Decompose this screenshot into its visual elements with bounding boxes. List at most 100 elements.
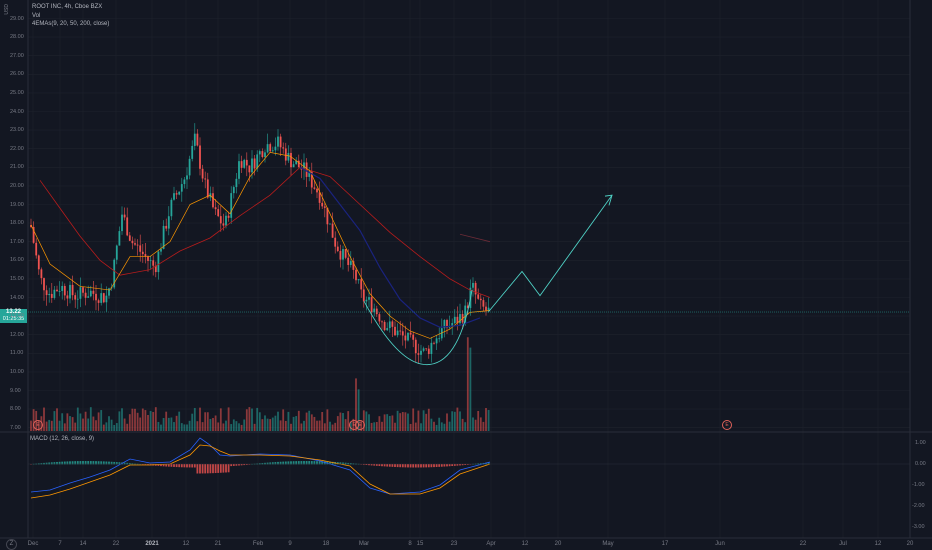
candle-body bbox=[95, 293, 97, 301]
candle-body bbox=[394, 326, 396, 336]
volume-bar bbox=[386, 414, 389, 431]
macd-histogram-bar bbox=[295, 461, 298, 465]
macd-histogram-bar bbox=[347, 462, 350, 465]
macd-histogram-bar bbox=[396, 464, 399, 468]
macd-histogram-bar bbox=[435, 464, 438, 467]
candle-body bbox=[167, 216, 170, 229]
volume-bar bbox=[180, 423, 183, 431]
candle-body bbox=[253, 158, 256, 169]
macd-histogram-bar bbox=[58, 461, 61, 465]
price-axis-label: 17.00 bbox=[10, 238, 24, 245]
volume-bar bbox=[417, 410, 420, 431]
candle-body bbox=[225, 215, 227, 226]
candle-body bbox=[365, 299, 368, 302]
volume-bar bbox=[178, 411, 181, 431]
candle-body bbox=[30, 224, 32, 227]
candle-body bbox=[427, 348, 430, 355]
candle-body bbox=[212, 193, 214, 208]
symbol-title[interactable]: ROOT INC, 4h, Cboe BZX bbox=[32, 4, 103, 10]
ema-indicator-label[interactable]: 4EMAs(9, 20, 50, 200, close) bbox=[32, 21, 110, 28]
macd-histogram-bar bbox=[427, 464, 430, 468]
macd-histogram-bar bbox=[409, 464, 412, 468]
macd-histogram-bar bbox=[76, 461, 79, 465]
volume-bar bbox=[370, 422, 373, 431]
candle-body bbox=[149, 260, 152, 262]
candle-body bbox=[113, 259, 116, 288]
macd-histogram-bar bbox=[71, 461, 74, 465]
volume-bar bbox=[368, 414, 370, 431]
candle-body bbox=[355, 269, 357, 281]
time-axis-label: 15 bbox=[416, 541, 424, 547]
macd-histogram-bar bbox=[48, 462, 51, 465]
volume-bar bbox=[485, 408, 487, 431]
candle-body bbox=[401, 331, 404, 336]
candle-body bbox=[196, 133, 199, 146]
timezone-icon[interactable]: Z bbox=[6, 539, 17, 550]
macd-histogram-bar bbox=[321, 461, 324, 465]
candle-body bbox=[456, 316, 459, 324]
volume-bar bbox=[479, 417, 482, 431]
volume-bar bbox=[76, 407, 79, 431]
candle-body bbox=[193, 133, 196, 146]
candle-body bbox=[84, 292, 87, 298]
macd-histogram-bar bbox=[235, 464, 238, 466]
candle-body bbox=[43, 278, 45, 291]
candle-body bbox=[329, 223, 331, 225]
macd-histogram-bar bbox=[230, 464, 233, 467]
macd-histogram-bar bbox=[378, 464, 381, 467]
volume-bar bbox=[287, 411, 290, 431]
candle-body bbox=[180, 184, 183, 192]
volume-bar bbox=[284, 420, 287, 431]
macd-histogram-bar bbox=[277, 461, 279, 465]
volume-bar bbox=[334, 422, 337, 431]
volume-bar bbox=[201, 422, 204, 431]
macd-histogram-bar bbox=[201, 464, 204, 474]
volume-bar bbox=[375, 422, 378, 431]
time-axis-label: 8 bbox=[408, 541, 412, 547]
volume-indicator-label[interactable]: Vol bbox=[32, 12, 41, 19]
earnings-marker-icon[interactable]: E bbox=[722, 420, 732, 430]
earnings-marker-icon[interactable]: E bbox=[355, 420, 365, 430]
time-axis-label: Dec bbox=[27, 541, 39, 547]
macd-histogram-bar bbox=[430, 464, 433, 468]
price-axis-label: 8.00 bbox=[10, 406, 21, 413]
time-axis-label: Apr bbox=[486, 541, 496, 547]
macd-histogram-bar bbox=[282, 461, 285, 465]
macd-histogram-bar bbox=[227, 464, 230, 473]
volume-bar bbox=[326, 409, 329, 431]
macd-legend[interactable]: MACD (12, 26, close, 9) bbox=[30, 436, 95, 442]
macd-histogram-bar bbox=[63, 461, 66, 465]
macd-histogram-bar bbox=[206, 464, 209, 474]
ema-20-line bbox=[30, 152, 491, 339]
macd-histogram-bar bbox=[199, 464, 201, 474]
volume-bar bbox=[193, 407, 196, 431]
volume-bar bbox=[274, 415, 277, 431]
volume-bar bbox=[108, 416, 110, 431]
macd-histogram-bar bbox=[373, 464, 376, 466]
candle-body bbox=[378, 314, 381, 322]
candle-body bbox=[386, 328, 389, 331]
macd-histogram-bar bbox=[331, 461, 334, 465]
volume-bar bbox=[446, 413, 448, 431]
macd-histogram-bar bbox=[245, 464, 248, 465]
candle-body bbox=[425, 348, 428, 350]
time-axis-label: 12 bbox=[182, 541, 190, 547]
candle-body bbox=[58, 291, 61, 292]
macd-histogram-bar bbox=[165, 464, 168, 467]
macd-histogram-bar bbox=[287, 461, 290, 465]
macd-histogram-bar bbox=[370, 464, 373, 466]
macd-histogram-bar bbox=[381, 464, 383, 467]
candle-body bbox=[154, 265, 157, 273]
volume-bar bbox=[139, 417, 142, 431]
candle-body bbox=[240, 161, 243, 168]
volume-bar bbox=[347, 411, 350, 431]
candle-body bbox=[487, 307, 490, 311]
volume-bar bbox=[412, 408, 415, 431]
macd-histogram-bar bbox=[217, 464, 220, 473]
earnings-marker-icon[interactable]: E bbox=[33, 420, 43, 430]
volume-bar bbox=[170, 417, 173, 431]
candle-body bbox=[115, 245, 118, 260]
volume-bar bbox=[329, 421, 331, 431]
